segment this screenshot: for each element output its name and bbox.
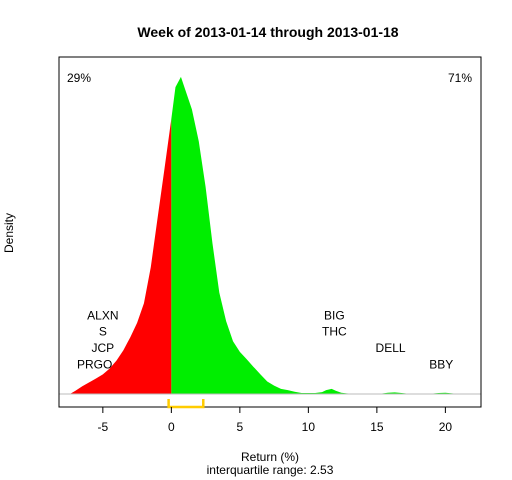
x-tick-label: 5 (237, 420, 244, 434)
density-negative-area (69, 118, 172, 394)
ticker-label: THC (322, 325, 347, 339)
ticker-label: S (99, 325, 107, 339)
ticker-label: PRGO (77, 358, 112, 372)
ticker-label: ALXN (87, 309, 118, 323)
ticker-label: DELL (376, 341, 406, 355)
chart-title: Week of 2013-01-14 through 2013-01-18 (137, 24, 398, 40)
iqr-bracket (167, 399, 205, 409)
density-positive-area (171, 76, 460, 394)
ticker-label: BIG (324, 309, 345, 323)
x-tick-label: 0 (168, 420, 175, 434)
iqr-caption: interquartile range: 2.53 (207, 463, 334, 477)
x-axis-label: Return (%) (241, 450, 299, 464)
pct-negative: 29% (67, 71, 91, 85)
x-tick-label: 15 (370, 420, 384, 434)
ticker-label: JCP (92, 341, 115, 355)
y-axis-label: Density (2, 213, 16, 253)
x-tick-label: -5 (98, 420, 109, 434)
x-tick-label: 10 (302, 420, 316, 434)
plot-frame (58, 56, 482, 408)
x-tick-label: 20 (439, 420, 453, 434)
pct-positive: 71% (448, 71, 472, 85)
ticker-label: BBY (429, 358, 453, 372)
plot-area: -5 0 5 10 15 20 ALXN S JCP PRGO BIG THC DELL BBY (58, 56, 482, 434)
